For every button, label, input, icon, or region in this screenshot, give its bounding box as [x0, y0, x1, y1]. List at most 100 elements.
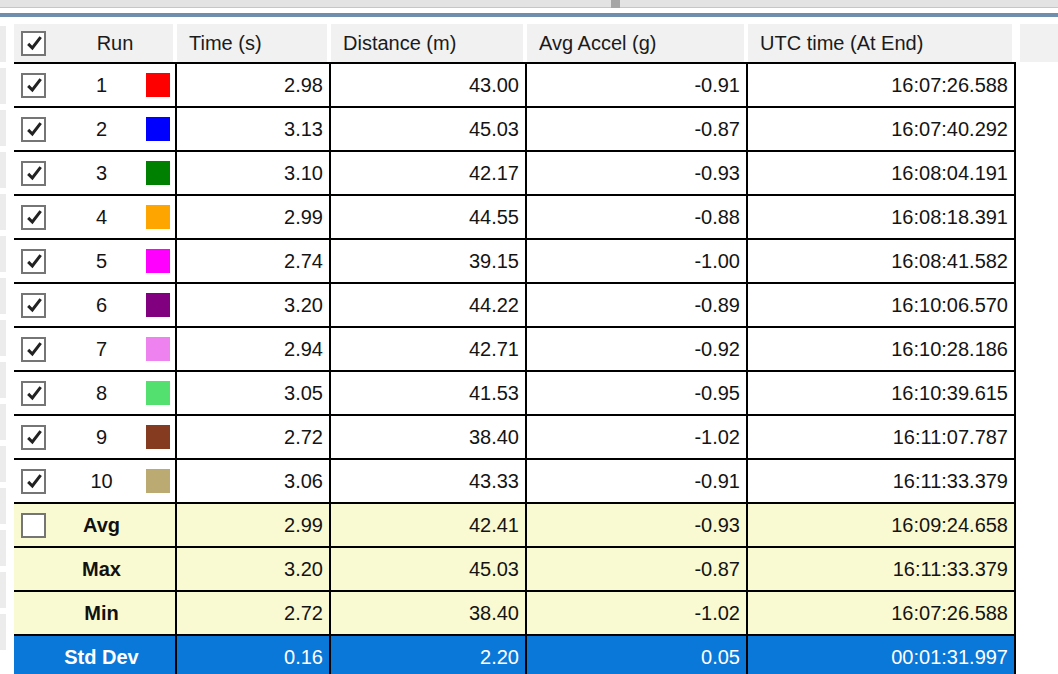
- table-row: 2 3.13 45.03 -0.87 16:07:40.292: [14, 106, 1016, 150]
- run-color-swatch: [146, 161, 170, 185]
- checkmark-icon: [24, 75, 44, 95]
- accel-cell: -1.00: [527, 240, 748, 282]
- distance-cell: 42.17: [331, 152, 527, 194]
- run-color-swatch: [146, 381, 170, 405]
- table-row: 4 2.99 44.55 -0.88 16:08:18.391: [14, 194, 1016, 238]
- table-body: 1 2.98 43.00 -0.91 16:07:26.588 2 3.13 4…: [14, 62, 1016, 674]
- run-number: 9: [57, 426, 146, 449]
- checkbox-slot: [21, 293, 57, 318]
- runs-table: Run Time (s) Distance (m) Avg Accel (g) …: [14, 24, 1016, 674]
- run-number: 10: [57, 470, 146, 493]
- checkmark-icon: [24, 295, 44, 315]
- table-row: 8 3.05 41.53 -0.95 16:10:39.615: [14, 370, 1016, 414]
- utc-cell: 16:11:33.379: [748, 548, 1016, 590]
- checkbox-slot: [21, 513, 57, 538]
- time-cell: 3.13: [177, 108, 331, 150]
- checkbox-slot: [21, 425, 57, 450]
- run-number: 3: [57, 162, 146, 185]
- row-checkbox[interactable]: [21, 205, 46, 230]
- row-checkbox[interactable]: [21, 117, 46, 142]
- summary-label: Min: [57, 602, 146, 625]
- row-checkbox[interactable]: [21, 293, 46, 318]
- table-row: 3 3.10 42.17 -0.93 16:08:04.191: [14, 150, 1016, 194]
- adjacent-panel-edge: [0, 26, 6, 652]
- summary-label: Std Dev: [57, 646, 146, 669]
- accel-cell: -0.92: [527, 328, 748, 370]
- distance-cell: 45.03: [331, 548, 527, 590]
- utc-cell: 16:11:33.379: [748, 460, 1016, 502]
- summary-label: Avg: [57, 514, 146, 537]
- checkbox-slot: [21, 73, 57, 98]
- run-number: 6: [57, 294, 146, 317]
- table-header-row: Run Time (s) Distance (m) Avg Accel (g) …: [14, 24, 1016, 62]
- utc-cell: 00:01:31.997: [748, 636, 1016, 674]
- distance-cell: 42.41: [331, 504, 527, 546]
- checkmark-icon: [24, 163, 44, 183]
- summary-row: Max 3.20 45.03 -0.87 16:11:33.379: [14, 546, 1016, 590]
- header-run-column[interactable]: Run: [14, 24, 173, 62]
- table-row: 5 2.74 39.15 -1.00 16:08:41.582: [14, 238, 1016, 282]
- accel-cell: -0.88: [527, 196, 748, 238]
- table-row: 1 2.98 43.00 -0.91 16:07:26.588: [14, 62, 1016, 106]
- select-all-checkbox-slot: [21, 31, 57, 56]
- row-checkbox[interactable]: [21, 249, 46, 274]
- checkmark-icon: [24, 119, 44, 139]
- pane-splitter[interactable]: [0, 13, 1058, 17]
- checkbox-slot: [21, 117, 57, 142]
- header-utc-column[interactable]: UTC time (At End): [748, 24, 1012, 62]
- utc-cell: 16:08:18.391: [748, 196, 1016, 238]
- utc-cell: 16:10:28.186: [748, 328, 1016, 370]
- header-time-column[interactable]: Time (s): [177, 24, 327, 62]
- distance-cell: 38.40: [331, 416, 527, 458]
- summary-row: Std Dev 0.16 2.20 0.05 00:01:31.997: [14, 634, 1016, 674]
- table-row: 10 3.06 43.33 -0.91 16:11:33.379: [14, 458, 1016, 502]
- accel-cell: -1.02: [527, 416, 748, 458]
- accel-cell: -1.02: [527, 592, 748, 634]
- header-accel-column[interactable]: Avg Accel (g): [527, 24, 744, 62]
- row-checkbox[interactable]: [21, 381, 46, 406]
- swatch-spacer: [146, 645, 170, 669]
- run-number: 7: [57, 338, 146, 361]
- checkmark-icon: [24, 383, 44, 403]
- time-cell: 3.20: [177, 284, 331, 326]
- time-cell: 2.72: [177, 592, 331, 634]
- accel-cell: -0.93: [527, 504, 748, 546]
- checkmark-icon: [24, 427, 44, 447]
- swatch-spacer: [146, 601, 170, 625]
- checkbox-slot: [21, 337, 57, 362]
- time-cell: 3.05: [177, 372, 331, 414]
- utc-cell: 16:07:40.292: [748, 108, 1016, 150]
- checkbox-slot: [21, 161, 57, 186]
- distance-cell: 38.40: [331, 592, 527, 634]
- accel-cell: -0.93: [527, 152, 748, 194]
- run-number: 2: [57, 118, 146, 141]
- distance-cell: 45.03: [331, 108, 527, 150]
- summary-checkbox[interactable]: [21, 513, 46, 538]
- run-number: 4: [57, 206, 146, 229]
- row-checkbox[interactable]: [21, 425, 46, 450]
- summary-row: Avg 2.99 42.41 -0.93 16:09:24.658: [14, 502, 1016, 546]
- row-checkbox[interactable]: [21, 337, 46, 362]
- utc-cell: 16:10:39.615: [748, 372, 1016, 414]
- distance-cell: 42.71: [331, 328, 527, 370]
- accel-cell: -0.87: [527, 548, 748, 590]
- horizontal-scrollbar[interactable]: [0, 0, 1058, 8]
- run-cell: 5: [14, 240, 177, 282]
- time-cell: 2.99: [177, 196, 331, 238]
- time-cell: 2.72: [177, 416, 331, 458]
- header-distance-column[interactable]: Distance (m): [331, 24, 523, 62]
- run-color-swatch: [146, 205, 170, 229]
- summary-label-cell: Std Dev: [14, 636, 177, 674]
- run-color-swatch: [146, 293, 170, 317]
- run-cell: 6: [14, 284, 177, 326]
- run-color-swatch: [146, 425, 170, 449]
- scrollbar-handle[interactable]: [611, 0, 620, 8]
- row-checkbox[interactable]: [21, 469, 46, 494]
- row-checkbox[interactable]: [21, 73, 46, 98]
- distance-cell: 44.22: [331, 284, 527, 326]
- select-all-checkbox[interactable]: [21, 31, 46, 56]
- utc-cell: 16:08:41.582: [748, 240, 1016, 282]
- table-row: 9 2.72 38.40 -1.02 16:11:07.787: [14, 414, 1016, 458]
- row-checkbox[interactable]: [21, 161, 46, 186]
- time-cell: 3.20: [177, 548, 331, 590]
